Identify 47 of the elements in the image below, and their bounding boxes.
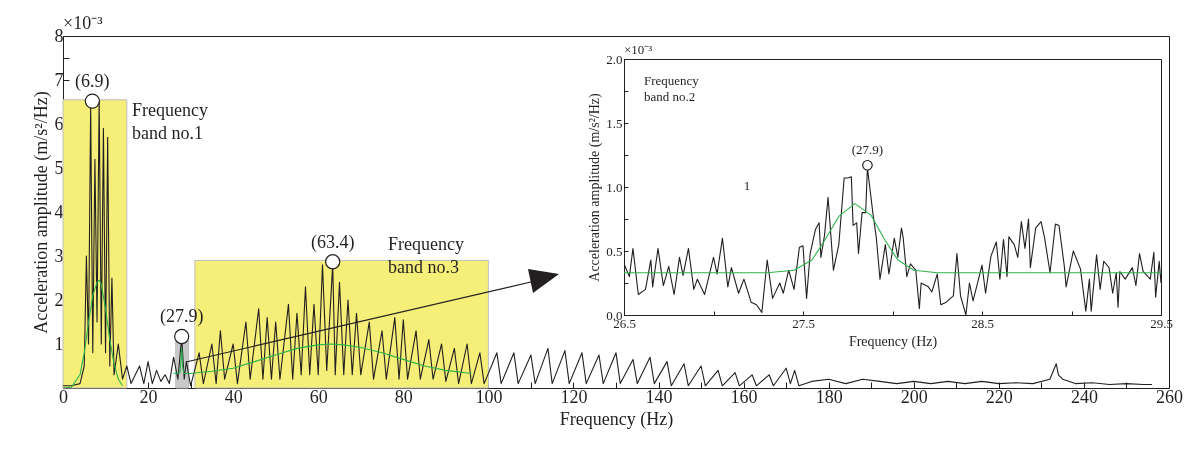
y-tick-label: 1.5 <box>606 115 623 131</box>
point <box>174 328 190 345</box>
y-tick-label: 1.0 <box>606 179 623 195</box>
point <box>84 93 101 109</box>
x-tick-label: 120 <box>560 386 588 407</box>
point <box>325 254 341 270</box>
y-tick-label: 7 <box>54 69 64 90</box>
x-tick-label: 0 <box>59 386 68 407</box>
x-tick-label: 180 <box>815 386 843 407</box>
x-tick-label: 140 <box>645 386 673 407</box>
annotation: 1 <box>743 178 751 193</box>
y-tick-label: 0.5 <box>606 243 623 259</box>
x-tick-label: 28.5 <box>971 315 994 331</box>
x-axis-title: Frequency (Hz) <box>848 333 938 350</box>
y-tick-label: 2.0 <box>606 51 623 67</box>
x-tick-label: 260 <box>1156 386 1183 407</box>
x-tick-label: 160 <box>730 386 758 407</box>
x-tick-label: 27.5 <box>792 315 815 331</box>
y-tick-label: 1 <box>54 333 64 354</box>
x-tick-label: 200 <box>900 386 928 407</box>
x-tick-label: 100 <box>475 386 503 407</box>
annotation: ×10⁻³ <box>624 42 653 57</box>
line-series <box>173 343 472 375</box>
line-series <box>624 203 1161 274</box>
annotation: (27.9) <box>851 142 884 158</box>
y-tick-label: 6 <box>54 113 64 134</box>
x-tick-label: 240 <box>1070 386 1098 407</box>
y-axis-title: Acceleration amplitude (m/s²/Hz) <box>30 91 52 334</box>
y-tick-label: 4 <box>54 201 64 222</box>
y-tick-label: 8 <box>54 25 64 46</box>
line-series <box>63 279 124 388</box>
annotation: (6.9) <box>75 71 110 93</box>
y-axis-title: Acceleration amplitude (m/s²/Hz) <box>587 92 604 282</box>
text: ×10⁻³ <box>63 13 104 33</box>
x-tick-label: 60 <box>309 386 328 407</box>
y-tick-label: 5 <box>54 157 64 178</box>
y-tick-label: 2 <box>54 289 64 310</box>
x-tick-label: 20 <box>139 386 158 407</box>
x-tick-label: 220 <box>985 386 1013 407</box>
x-axis-title: Frequency (Hz) <box>559 408 674 430</box>
x-tick-label: 80 <box>394 386 413 407</box>
annotation: Frequency band no.3 <box>388 234 464 277</box>
annotation: Frequency band no.1 <box>132 100 208 143</box>
annotation: (63.4) <box>310 231 355 253</box>
x-tick-label: 40 <box>224 386 243 407</box>
annotation: Frequency band no.2 <box>644 73 700 105</box>
y-tick-label: 3 <box>54 245 64 266</box>
